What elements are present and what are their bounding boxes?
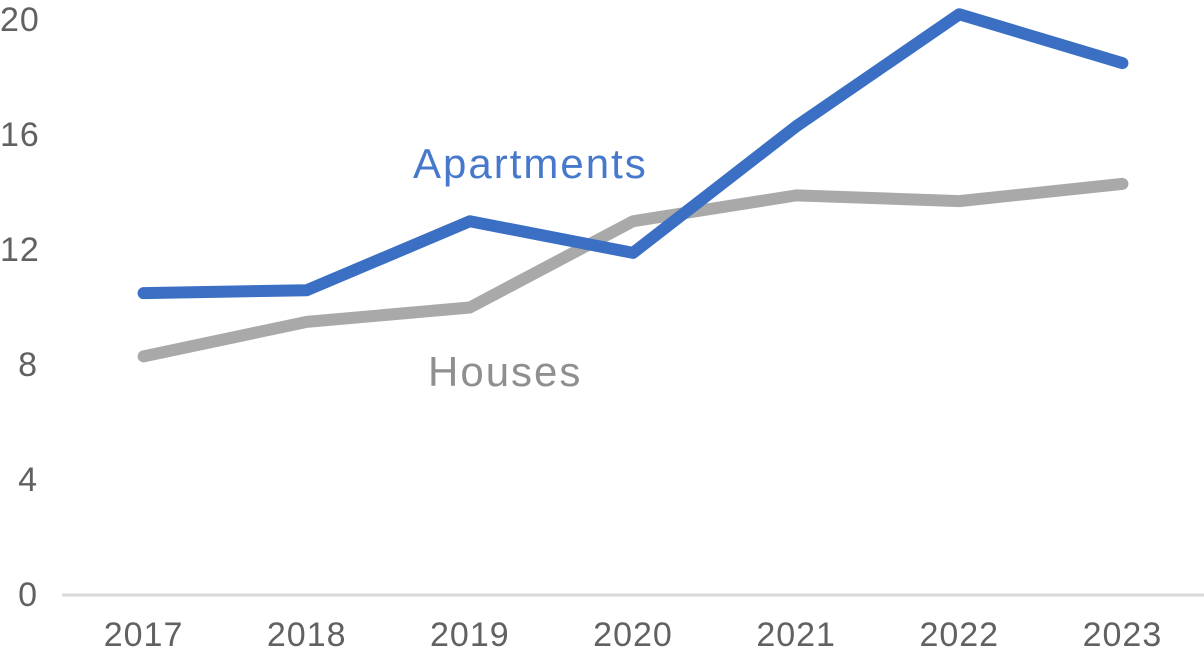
- x-axis-tick-label: 2021: [756, 616, 836, 654]
- houses-series-label: Houses: [428, 348, 583, 395]
- apartments-series-label: Apartments: [413, 140, 648, 187]
- x-axis-tick-label: 2017: [103, 616, 184, 654]
- x-axis-tick-label: 2022: [919, 616, 1000, 654]
- y-axis-tick-label: 16: [0, 116, 40, 154]
- y-axis-tick-label: 4: [18, 461, 38, 499]
- houses-line-series: [137, 177, 1129, 363]
- x-axis-tick-label: 2019: [430, 616, 510, 654]
- y-axis-tick-label: 20: [0, 1, 40, 39]
- x-axis-tick-label: 2023: [1082, 616, 1163, 654]
- x-axis-tick-label: 2020: [593, 616, 673, 654]
- y-axis-tick-label: 0: [18, 576, 38, 614]
- x-axis-tick-label: 2018: [266, 616, 347, 654]
- y-axis-tick-label: 8: [18, 346, 38, 384]
- y-axis-tick-label: 12: [0, 231, 40, 269]
- apartments-line-series: [137, 8, 1129, 300]
